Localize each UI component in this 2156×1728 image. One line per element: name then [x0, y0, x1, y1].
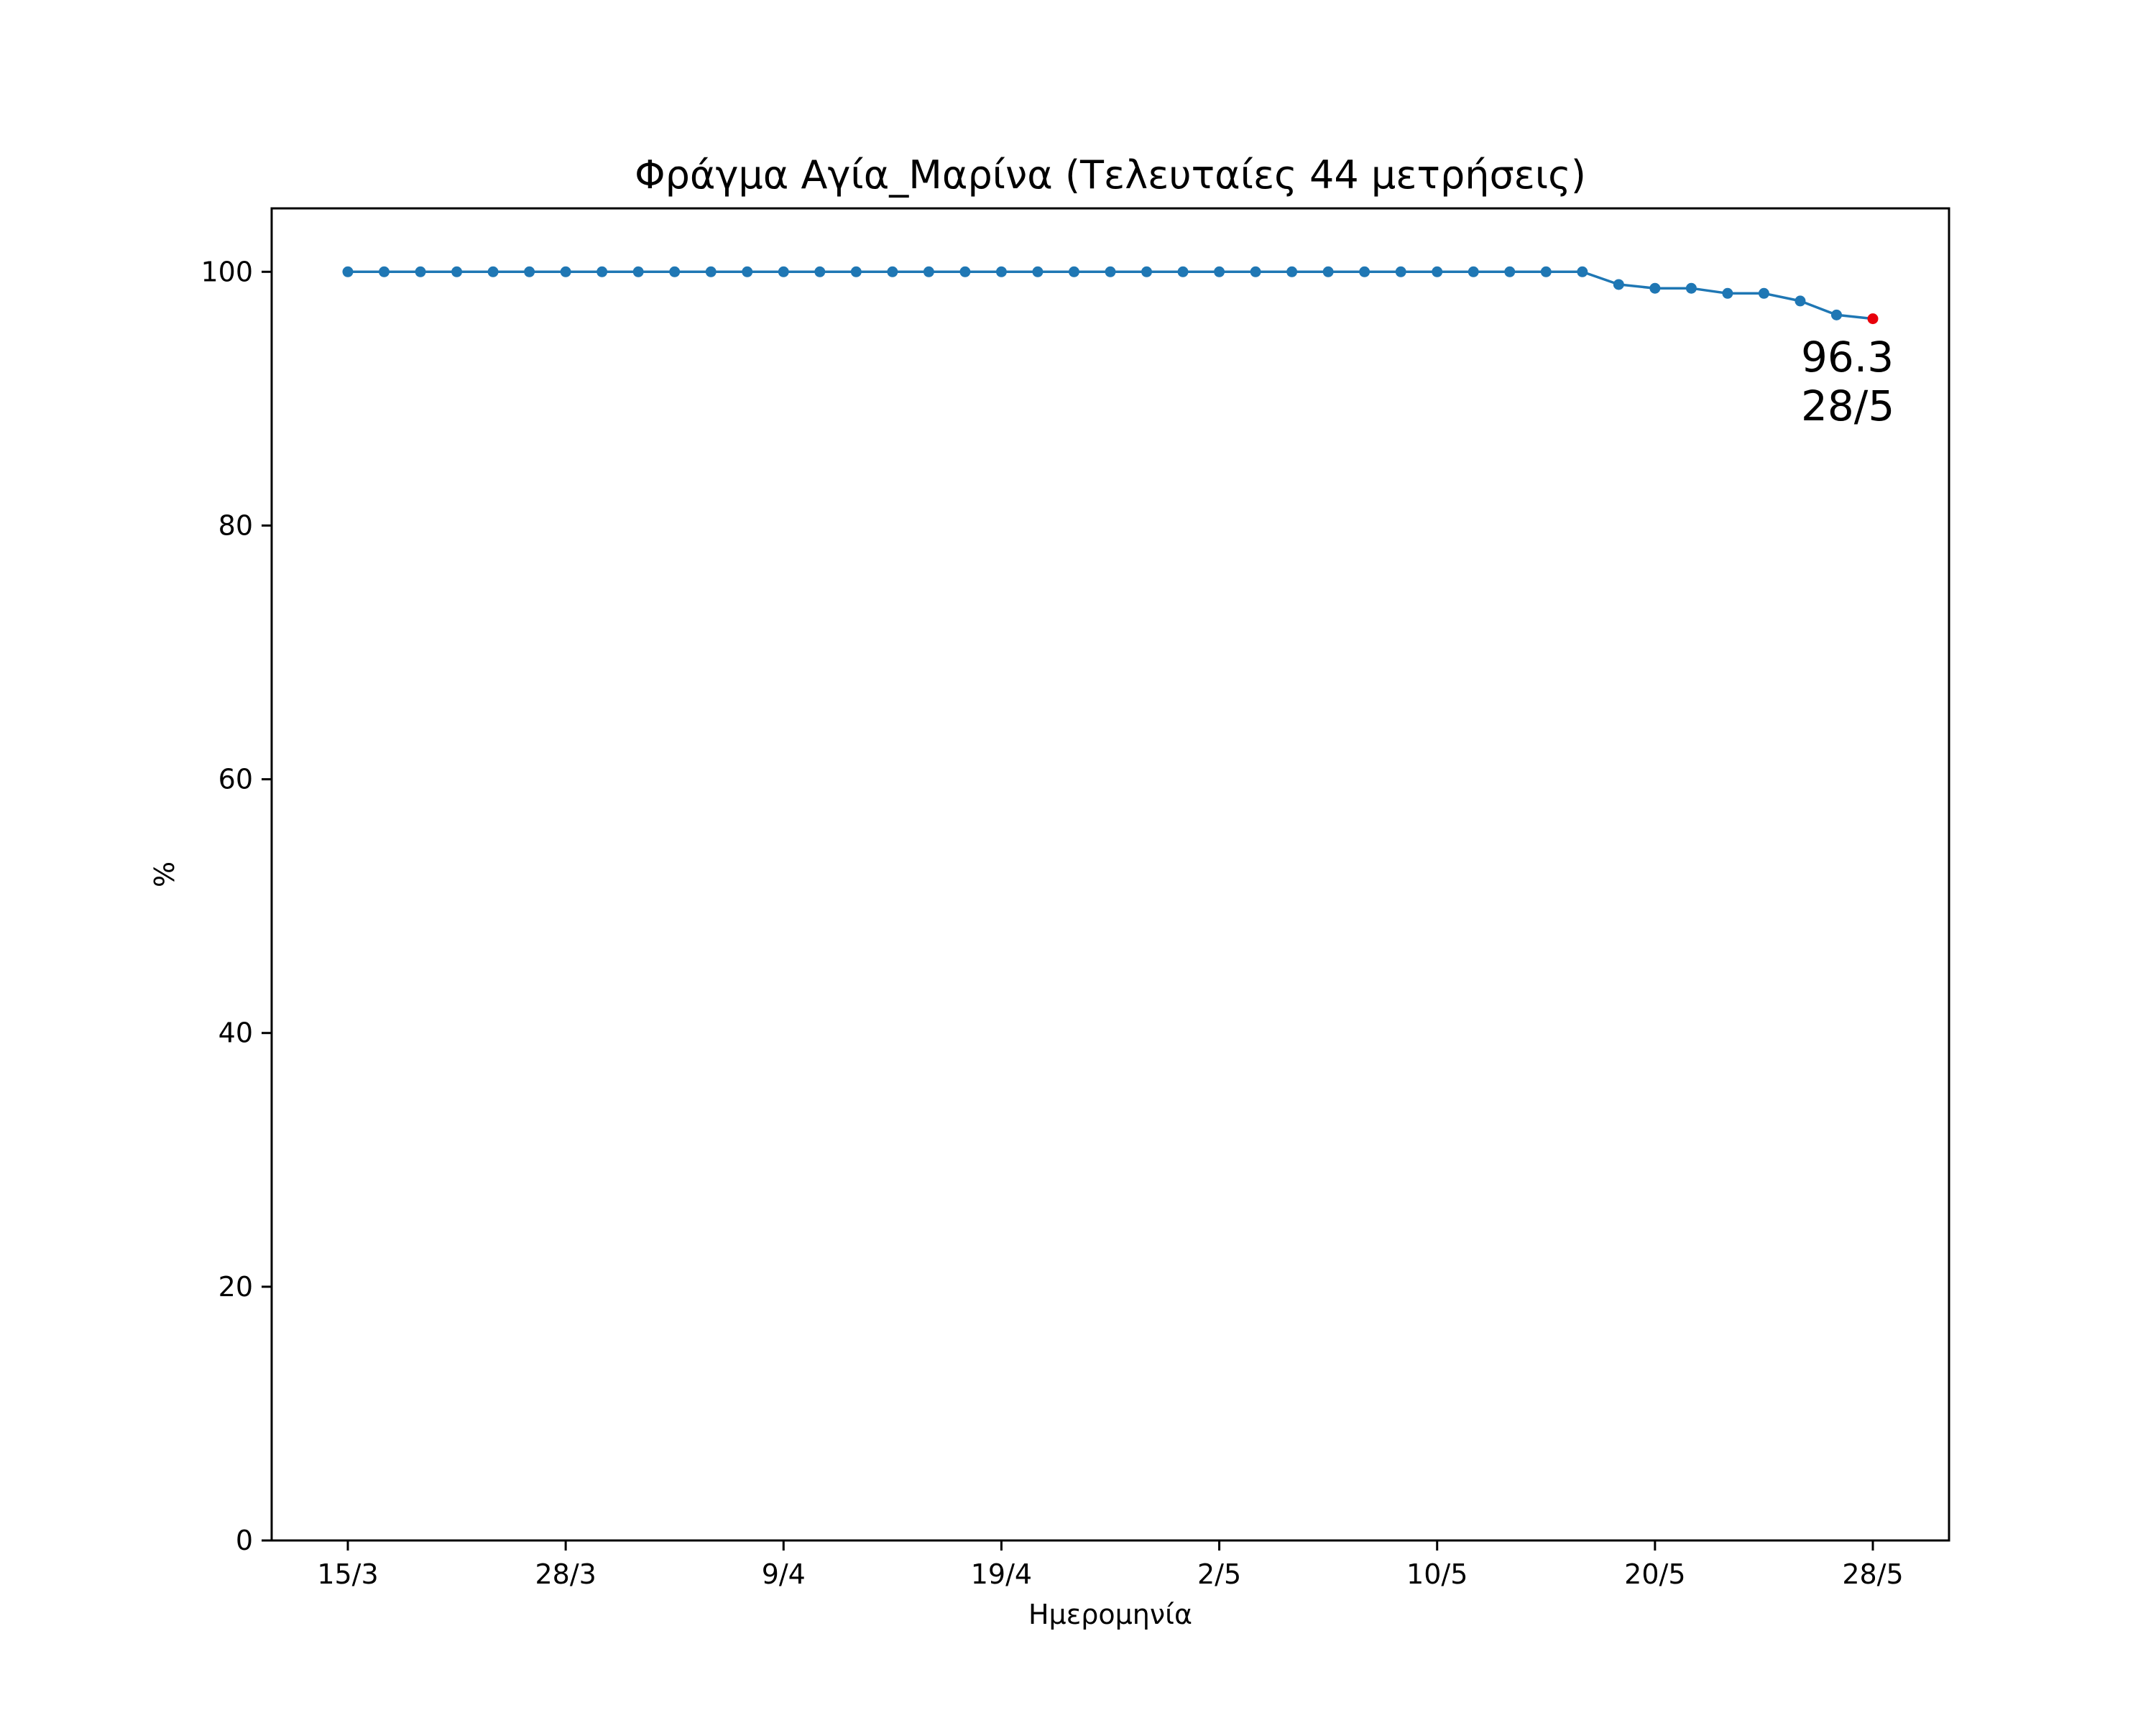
data-point [1577, 266, 1588, 277]
data-point [1504, 266, 1516, 277]
y-axis-label: % [149, 861, 180, 887]
y-tick-label: 100 [201, 256, 253, 287]
x-tick-label: 20/5 [1624, 1558, 1685, 1590]
data-point [1685, 282, 1697, 294]
data-point [596, 266, 608, 277]
y-tick-label: 80 [218, 509, 253, 541]
y-tick-label: 60 [218, 764, 253, 795]
data-point [1613, 279, 1624, 290]
data-point [923, 266, 934, 277]
last-date-label: 28/5 [1801, 382, 1894, 430]
data-point [342, 266, 354, 277]
data-point [524, 266, 535, 277]
data-point [1432, 266, 1443, 277]
data-point [995, 266, 1007, 277]
highlight-point [1867, 313, 1879, 325]
x-tick-label: 9/4 [762, 1558, 806, 1590]
data-point [1722, 287, 1733, 299]
data-point [1359, 266, 1370, 277]
data-point [1032, 266, 1044, 277]
x-tick-label: 2/5 [1197, 1558, 1241, 1590]
data-point [1286, 266, 1298, 277]
data-point [1795, 295, 1806, 307]
y-tick-label: 40 [218, 1017, 253, 1049]
data-point [1540, 266, 1552, 277]
x-tick-label: 19/4 [971, 1558, 1032, 1590]
data-point [487, 266, 499, 277]
data-point [632, 266, 644, 277]
data-point [1649, 282, 1661, 294]
data-point [560, 266, 571, 277]
data-point [1468, 266, 1479, 277]
x-tick-label: 10/5 [1406, 1558, 1468, 1590]
chart-title: Φράγμα Αγία_Μαρίνα (Τελευταίες 44 μετρήσ… [635, 152, 1586, 198]
data-point [1105, 266, 1116, 277]
x-axis-label: Ημερομηνία [1028, 1599, 1192, 1630]
data-point [451, 266, 463, 277]
data-point [415, 266, 426, 277]
data-point [705, 266, 717, 277]
data-point [887, 266, 898, 277]
x-tick-label: 28/5 [1842, 1558, 1903, 1590]
y-tick-label: 0 [236, 1525, 253, 1556]
data-point [1141, 266, 1153, 277]
y-tick-label: 20 [218, 1271, 253, 1303]
data-point [1177, 266, 1189, 277]
data-point [1758, 287, 1769, 299]
x-tick-label: 28/3 [535, 1558, 596, 1590]
data-point [1322, 266, 1334, 277]
data-point [1214, 266, 1225, 277]
data-point [778, 266, 789, 277]
plot-layer: 0 20 40 60 80 100 15/3 28/3 9/4 19/4 2/5 10/5 20/5 28… [201, 256, 1903, 1590]
x-tick-label: 15/3 [317, 1558, 378, 1590]
data-point [1250, 266, 1261, 277]
data-point [379, 266, 390, 277]
data-point [1068, 266, 1079, 277]
data-point [959, 266, 971, 277]
data-point [1395, 266, 1406, 277]
data-point [742, 266, 753, 277]
data-point [850, 266, 862, 277]
data-point [669, 266, 681, 277]
data-point [814, 266, 826, 277]
plot-frame [270, 207, 1950, 1542]
data-point [1830, 309, 1842, 320]
last-value-label: 96.3 [1801, 333, 1894, 382]
